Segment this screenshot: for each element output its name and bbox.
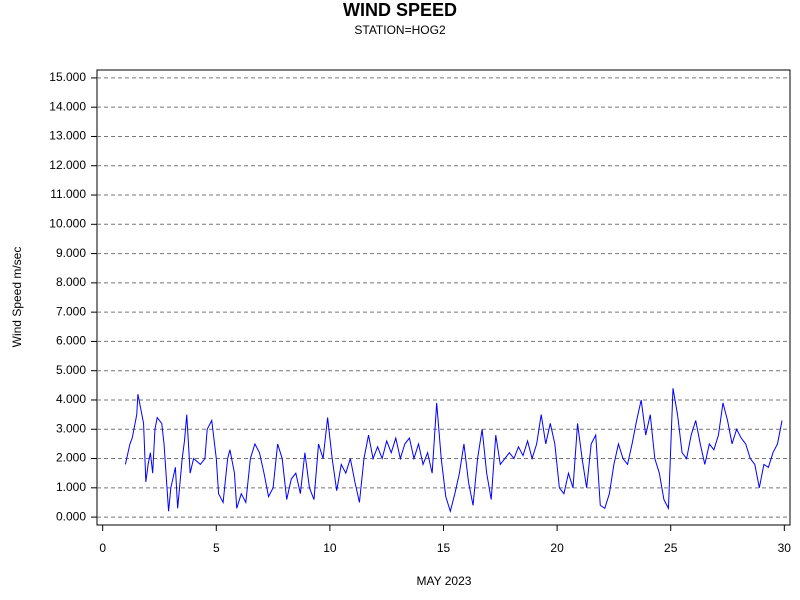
y-tick-label: 6.000 — [56, 334, 86, 348]
y-tick-label: 9.000 — [56, 246, 86, 260]
chart-subtitle: STATION=HOG2 — [354, 23, 446, 37]
y-tick-label: 4.000 — [56, 392, 86, 406]
x-tick-label: 0 — [99, 541, 106, 555]
x-tick-label: 10 — [323, 541, 337, 555]
x-tick-label: 5 — [213, 541, 220, 555]
x-tick-label: 15 — [437, 541, 451, 555]
y-tick-label: 12.000 — [49, 158, 86, 172]
y-tick-label: 1.000 — [56, 480, 86, 494]
y-axis-label: Wind Speed m/sec — [10, 247, 24, 348]
plot-frame — [96, 69, 791, 526]
y-tick-label: 2.000 — [56, 451, 86, 465]
y-tick-label: 0.000 — [56, 509, 86, 523]
y-tick-label: 15.000 — [49, 70, 86, 84]
y-tick-label: 7.000 — [56, 304, 86, 318]
y-tick-label: 14.000 — [49, 99, 86, 113]
wind-speed-line — [124, 388, 783, 514]
y-tick-label: 10.000 — [49, 216, 86, 230]
x-axis-label: MAY 2023 — [417, 574, 472, 588]
x-tick-label: 20 — [550, 541, 564, 555]
y-tick-label: 13.000 — [49, 129, 86, 143]
y-tick-label: 11.000 — [50, 187, 86, 201]
x-tick-label: 25 — [664, 541, 678, 555]
y-tick-label: 8.000 — [56, 275, 86, 289]
chart-title: WIND SPEED — [343, 0, 457, 20]
x-tick-label: 30 — [778, 541, 792, 555]
y-tick-label: 5.000 — [56, 363, 86, 377]
y-tick-label: 3.000 — [56, 421, 86, 435]
